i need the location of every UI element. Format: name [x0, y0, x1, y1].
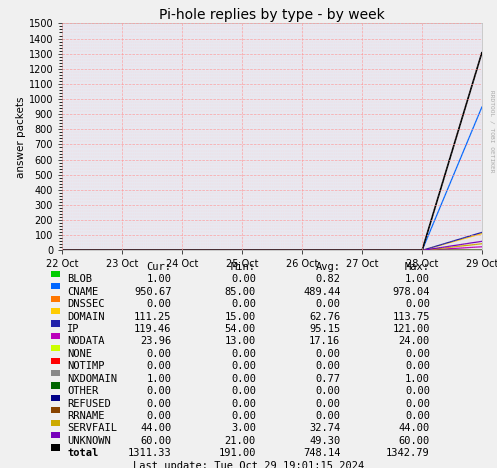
Text: 191.00: 191.00 [219, 448, 256, 458]
Title: Pi-hole replies by type - by week: Pi-hole replies by type - by week [159, 8, 385, 22]
Text: 0.00: 0.00 [231, 349, 256, 359]
Text: 748.14: 748.14 [303, 448, 340, 458]
Text: 0.00: 0.00 [316, 386, 340, 396]
Y-axis label: answer packets: answer packets [16, 96, 26, 178]
Text: UNKNOWN: UNKNOWN [67, 436, 111, 446]
Text: 0.00: 0.00 [231, 398, 256, 409]
Text: 44.00: 44.00 [140, 423, 171, 433]
Text: 1311.33: 1311.33 [128, 448, 171, 458]
Text: BLOB: BLOB [67, 274, 92, 285]
Text: 0.00: 0.00 [147, 398, 171, 409]
Text: 0.00: 0.00 [231, 411, 256, 421]
Text: 60.00: 60.00 [140, 436, 171, 446]
Text: RRDTOOL / TOBI OETIKER: RRDTOOL / TOBI OETIKER [490, 90, 495, 172]
Text: 3.00: 3.00 [231, 423, 256, 433]
Text: 60.00: 60.00 [399, 436, 430, 446]
Text: 113.75: 113.75 [393, 312, 430, 322]
Text: 13.00: 13.00 [225, 336, 256, 346]
Text: 0.00: 0.00 [405, 386, 430, 396]
Text: 1.00: 1.00 [147, 373, 171, 384]
Text: 49.30: 49.30 [309, 436, 340, 446]
Text: 0.00: 0.00 [147, 386, 171, 396]
Text: 111.25: 111.25 [134, 312, 171, 322]
Text: OTHER: OTHER [67, 386, 98, 396]
Text: 0.00: 0.00 [316, 349, 340, 359]
Text: 1.00: 1.00 [405, 274, 430, 285]
Text: Last update: Tue Oct 29 19:01:15 2024: Last update: Tue Oct 29 19:01:15 2024 [133, 461, 364, 468]
Text: 23.96: 23.96 [140, 336, 171, 346]
Text: 32.74: 32.74 [309, 423, 340, 433]
Text: 0.00: 0.00 [231, 361, 256, 371]
Text: 0.00: 0.00 [405, 411, 430, 421]
Text: CNAME: CNAME [67, 287, 98, 297]
Text: SERVFAIL: SERVFAIL [67, 423, 117, 433]
Text: 978.04: 978.04 [393, 287, 430, 297]
Text: DOMAIN: DOMAIN [67, 312, 104, 322]
Text: 17.16: 17.16 [309, 336, 340, 346]
Text: 0.77: 0.77 [316, 373, 340, 384]
Text: 1342.79: 1342.79 [386, 448, 430, 458]
Text: 0.00: 0.00 [316, 361, 340, 371]
Text: 24.00: 24.00 [399, 336, 430, 346]
Text: 15.00: 15.00 [225, 312, 256, 322]
Text: 0.00: 0.00 [147, 300, 171, 309]
Text: 0.00: 0.00 [147, 361, 171, 371]
Text: NOTIMP: NOTIMP [67, 361, 104, 371]
Text: Max:: Max: [405, 262, 430, 272]
Text: 1.00: 1.00 [405, 373, 430, 384]
Text: 0.00: 0.00 [316, 398, 340, 409]
Text: 0.00: 0.00 [405, 300, 430, 309]
Text: 0.00: 0.00 [231, 386, 256, 396]
Text: 121.00: 121.00 [393, 324, 430, 334]
Text: 0.00: 0.00 [405, 398, 430, 409]
Text: 0.00: 0.00 [147, 349, 171, 359]
Text: 1.00: 1.00 [147, 274, 171, 285]
Text: REFUSED: REFUSED [67, 398, 111, 409]
Text: 0.00: 0.00 [231, 300, 256, 309]
Text: NONE: NONE [67, 349, 92, 359]
Text: 62.76: 62.76 [309, 312, 340, 322]
Text: DNSSEC: DNSSEC [67, 300, 104, 309]
Text: 85.00: 85.00 [225, 287, 256, 297]
Text: NODATA: NODATA [67, 336, 104, 346]
Text: 21.00: 21.00 [225, 436, 256, 446]
Text: Min:: Min: [231, 262, 256, 272]
Text: NXDOMAIN: NXDOMAIN [67, 373, 117, 384]
Text: Cur:: Cur: [147, 262, 171, 272]
Text: 950.67: 950.67 [134, 287, 171, 297]
Text: 0.00: 0.00 [147, 411, 171, 421]
Text: 0.00: 0.00 [316, 300, 340, 309]
Text: 0.00: 0.00 [316, 411, 340, 421]
Text: 0.82: 0.82 [316, 274, 340, 285]
Text: IP: IP [67, 324, 80, 334]
Text: RRNAME: RRNAME [67, 411, 104, 421]
Text: 119.46: 119.46 [134, 324, 171, 334]
Text: 0.00: 0.00 [405, 361, 430, 371]
Text: 54.00: 54.00 [225, 324, 256, 334]
Text: total: total [67, 448, 98, 458]
Text: Avg:: Avg: [316, 262, 340, 272]
Text: 95.15: 95.15 [309, 324, 340, 334]
Text: 44.00: 44.00 [399, 423, 430, 433]
Text: 0.00: 0.00 [231, 373, 256, 384]
Text: 0.00: 0.00 [231, 274, 256, 285]
Text: 0.00: 0.00 [405, 349, 430, 359]
Text: 489.44: 489.44 [303, 287, 340, 297]
